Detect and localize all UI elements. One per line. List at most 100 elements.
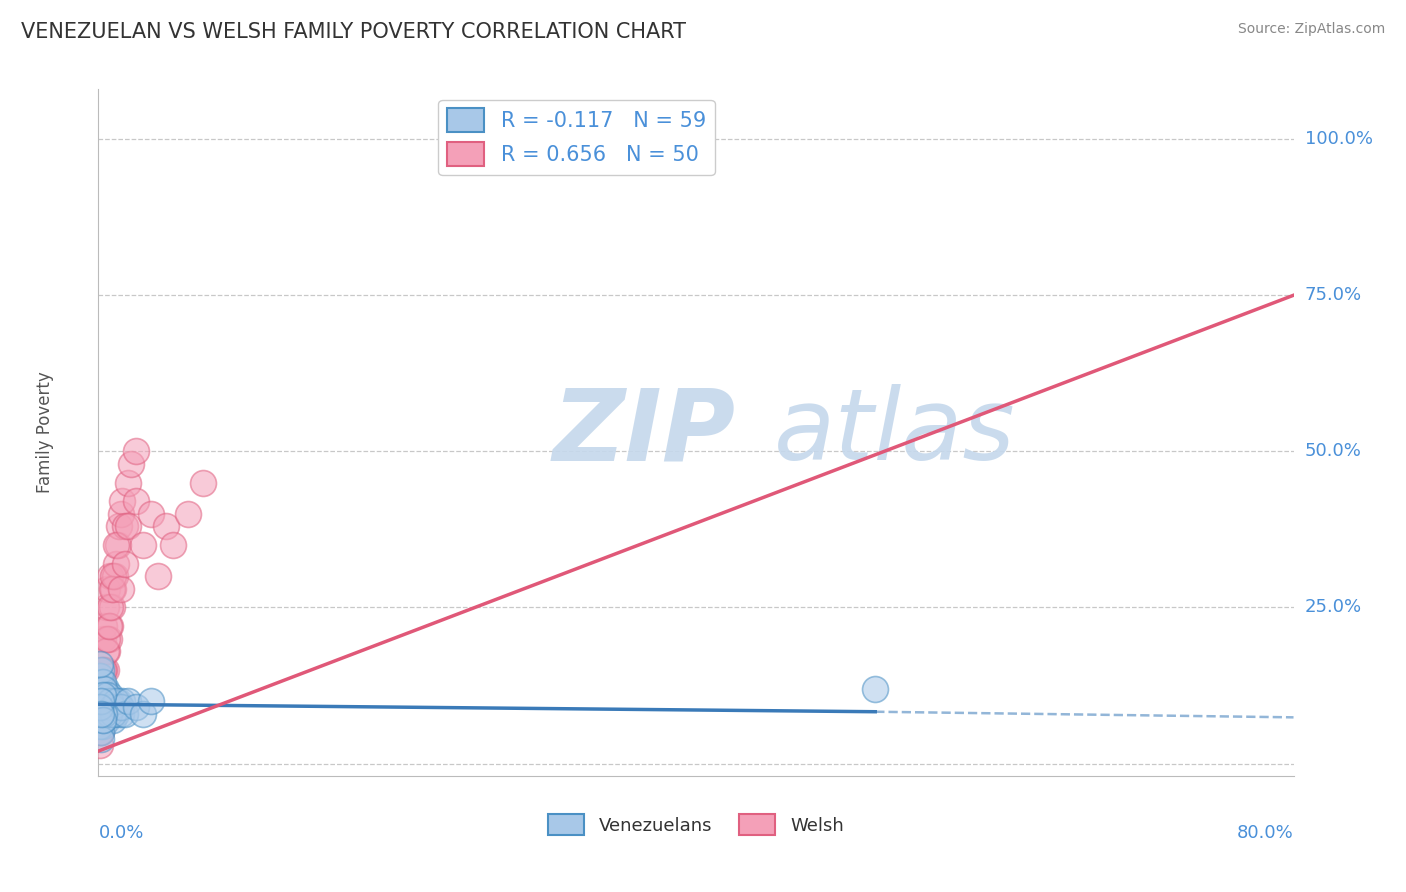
Point [114, 557, 136, 571]
Point [94, 644, 117, 658]
Point [91, 706, 114, 721]
Point [90, 700, 112, 714]
Point [97, 706, 120, 721]
Text: 100.0%: 100.0% [1305, 130, 1372, 148]
Point [89, 719, 111, 733]
Point [162, 538, 184, 552]
Point [90, 694, 112, 708]
Point [108, 700, 131, 714]
Point [90, 706, 112, 721]
Point [105, 706, 128, 721]
Text: 25.0%: 25.0% [1305, 599, 1362, 616]
Point [97, 632, 120, 646]
Point [114, 519, 136, 533]
Text: Family Poverty: Family Poverty [35, 372, 53, 493]
Point [103, 694, 125, 708]
Point [91, 663, 114, 677]
Point [101, 600, 124, 615]
Point [103, 582, 125, 596]
Point [191, 475, 214, 490]
Text: VENEZUELAN VS WELSH FAMILY POVERTY CORRELATION CHART: VENEZUELAN VS WELSH FAMILY POVERTY CORRE… [21, 22, 686, 42]
Point [90, 713, 112, 727]
Point [101, 700, 124, 714]
Point [96, 713, 118, 727]
Point [125, 494, 148, 508]
Point [105, 557, 128, 571]
Point [89, 706, 111, 721]
Point [93, 706, 115, 721]
Point [89, 657, 111, 671]
Text: 75.0%: 75.0% [1305, 286, 1362, 304]
Point [96, 632, 118, 646]
Point [103, 569, 125, 583]
Point [91, 681, 114, 696]
Point [90, 725, 112, 739]
Point [96, 688, 118, 702]
Text: 80.0%: 80.0% [1237, 824, 1294, 842]
Point [90, 694, 112, 708]
Point [90, 706, 112, 721]
Point [103, 706, 125, 721]
Point [91, 675, 114, 690]
Point [91, 632, 114, 646]
Point [91, 694, 114, 708]
Point [94, 694, 117, 708]
Point [93, 681, 115, 696]
Point [120, 457, 142, 471]
Point [98, 700, 122, 714]
Point [93, 688, 115, 702]
Point [107, 694, 129, 708]
Point [110, 700, 132, 714]
Point [114, 706, 136, 721]
Point [89, 681, 111, 696]
Text: Source: ZipAtlas.com: Source: ZipAtlas.com [1237, 22, 1385, 37]
Point [89, 694, 111, 708]
Point [98, 569, 122, 583]
Point [91, 719, 114, 733]
Point [89, 738, 111, 752]
Point [110, 706, 132, 721]
Point [139, 507, 162, 521]
Point [132, 538, 155, 552]
Point [104, 700, 127, 714]
Point [94, 600, 117, 615]
Text: ZIP: ZIP [553, 384, 735, 481]
Point [117, 694, 139, 708]
Point [96, 700, 118, 714]
Point [108, 519, 131, 533]
Point [93, 663, 115, 677]
Point [97, 694, 120, 708]
Point [90, 675, 112, 690]
Text: 0.0%: 0.0% [98, 824, 143, 842]
Point [91, 713, 114, 727]
Point [91, 688, 114, 702]
Point [98, 688, 122, 702]
Point [90, 725, 112, 739]
Point [117, 519, 139, 533]
Point [139, 694, 162, 708]
Point [89, 669, 111, 683]
Point [125, 700, 148, 714]
Point [93, 700, 115, 714]
Point [117, 475, 139, 490]
Point [96, 582, 118, 596]
Point [110, 507, 132, 521]
Point [94, 663, 117, 677]
Point [111, 494, 134, 508]
Point [94, 700, 117, 714]
Point [132, 706, 155, 721]
Point [91, 694, 114, 708]
Point [94, 706, 117, 721]
Point [125, 444, 148, 458]
Point [104, 569, 127, 583]
Point [97, 619, 120, 633]
Point [91, 713, 114, 727]
Point [93, 681, 115, 696]
Point [111, 694, 134, 708]
Point [865, 681, 887, 696]
Point [155, 519, 177, 533]
Point [90, 706, 112, 721]
Point [177, 507, 200, 521]
Point [96, 644, 118, 658]
Point [98, 619, 122, 633]
